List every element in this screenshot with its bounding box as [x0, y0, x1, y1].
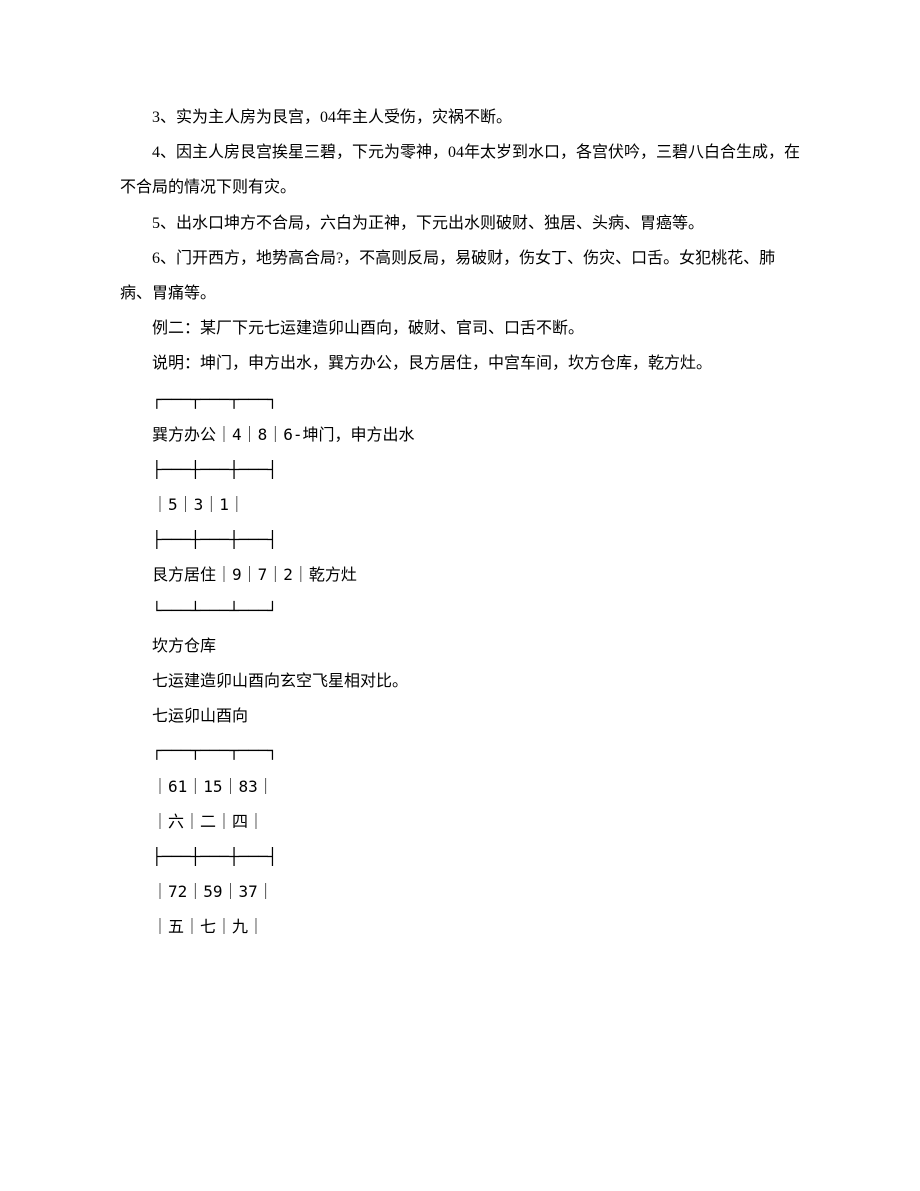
diagram2-row2: ｜六｜二｜四｜ [120, 804, 800, 839]
diagram1-border-mid1: ├───┼───┼───┤ [120, 452, 800, 487]
paragraph-explanation: 说明：坤门，申方出水，巽方办公，艮方居住，中宫车间，坎方仓库，乾方灶。 [120, 346, 800, 381]
diagram1-border-top: ┌───┬───┬───┐ [120, 382, 800, 417]
paragraph-6: 6、门开西方，地势高合局?，不高则反局，易破财，伤女丁、伤灾、口舌。女犯桃花、肺… [120, 241, 800, 311]
diagram2-border-top: ┌───┬───┬───┐ [120, 733, 800, 768]
diagram2-row1: ｜61｜15｜83｜ [120, 769, 800, 804]
paragraph-5: 5、出水口坤方不合局，六白为正神，下元出水则破财、独居、头病、胃癌等。 [120, 206, 800, 241]
paragraph-qiyun: 七运卯山酉向 [120, 698, 800, 733]
diagram2-border-mid: ├───┼───┼───┤ [120, 839, 800, 874]
diagram1-border-mid2: ├───┼───┼───┤ [120, 522, 800, 557]
paragraph-compare: 七运建造卯山酉向玄空飞星相对比。 [120, 663, 800, 698]
paragraph-kanfang: 坎方仓库 [120, 628, 800, 663]
diagram1-row-bottom: 艮方居住｜9｜7｜2｜乾方灶 [120, 557, 800, 592]
diagram2-row3: ｜72｜59｜37｜ [120, 874, 800, 909]
diagram1-row-top: 巽方办公｜4｜8｜6-坤门，申方出水 [120, 417, 800, 452]
diagram2-row4: ｜五｜七｜九｜ [120, 909, 800, 944]
paragraph-3: 3、实为主人房为艮宫，04年主人受伤，灾祸不断。 [120, 100, 800, 135]
paragraph-4: 4、因主人房艮宫挨星三碧，下元为零神，04年太岁到水口，各宫伏吟，三碧八白合生成… [120, 135, 800, 205]
diagram1-border-bottom: └───┴───┴───┘ [120, 593, 800, 628]
paragraph-example2: 例二：某厂下元七运建造卯山酉向，破财、官司、口舌不断。 [120, 311, 800, 346]
diagram1-row-mid: ｜5｜3｜1｜ [120, 487, 800, 522]
